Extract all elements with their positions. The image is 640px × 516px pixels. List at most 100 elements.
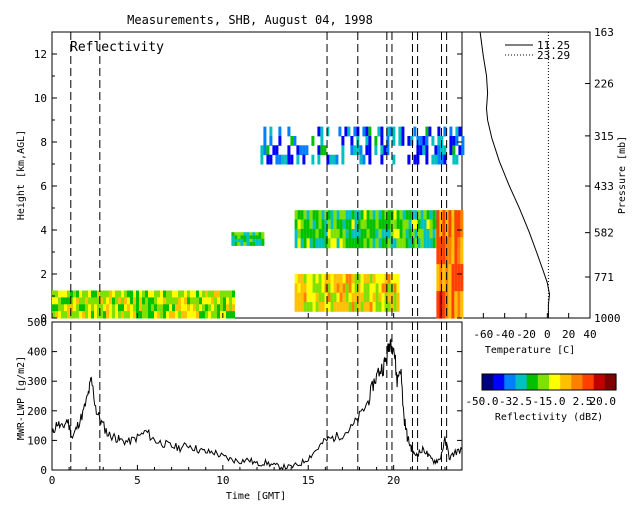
echo-cell <box>76 311 79 319</box>
echo-cell <box>318 210 322 221</box>
echo-cell <box>142 290 145 298</box>
echo-cell <box>375 219 379 230</box>
echo-cell <box>91 290 94 298</box>
echo-cell <box>366 228 370 239</box>
colorbar-swatch <box>499 374 503 390</box>
echo-cell <box>380 154 384 165</box>
echo-cell <box>312 219 316 230</box>
echo-cell <box>287 126 291 137</box>
echo-cell <box>306 274 310 284</box>
echo-cell <box>166 290 169 298</box>
echo-cell <box>363 210 367 221</box>
echo-cell <box>342 228 346 239</box>
echo-cell <box>369 228 373 239</box>
figure-title: Measurements, SHB, August 04, 1998 <box>127 13 373 27</box>
temperature-tick-label: -20 <box>516 328 536 341</box>
echo-cell <box>178 297 181 305</box>
echo-cell <box>339 219 343 230</box>
echo-cell <box>223 297 226 305</box>
echo-cell <box>342 283 346 294</box>
colorbar-swatch <box>566 374 570 390</box>
echo-cell <box>266 145 270 156</box>
colorbar-swatch <box>497 374 501 390</box>
echo-cell <box>336 283 340 294</box>
echo-cell <box>402 238 406 249</box>
echo-cell <box>109 304 112 312</box>
echo-cell <box>145 311 148 319</box>
echo-cell <box>315 292 319 303</box>
colorbar-swatch <box>546 374 550 390</box>
echo-cell <box>202 297 205 305</box>
colorbar-swatch <box>495 374 499 390</box>
colorbar-swatch <box>540 374 543 390</box>
echo-cell <box>408 210 412 221</box>
echo-cell <box>359 154 363 165</box>
echo-cell <box>300 228 304 239</box>
echo-cell <box>402 210 406 221</box>
echo-cell <box>148 311 151 319</box>
echo-cell <box>208 290 211 298</box>
echo-cell <box>312 228 316 239</box>
echo-cell <box>287 154 291 165</box>
echo-cell <box>258 235 262 240</box>
echo-cell <box>345 219 349 230</box>
echo-cell <box>309 238 313 249</box>
echo-cell <box>190 311 193 319</box>
echo-cell <box>205 304 208 312</box>
echo-cell <box>327 292 331 303</box>
echo-cell <box>306 210 310 221</box>
echo-cell <box>58 290 61 298</box>
echo-cell <box>178 290 181 298</box>
colorbar-swatch <box>591 374 595 390</box>
echo-cell <box>448 237 452 265</box>
echo-cell <box>449 145 453 156</box>
echo-cell <box>354 274 358 284</box>
echo-cell <box>345 274 349 284</box>
echo-cell <box>416 145 420 156</box>
echo-cell <box>330 210 334 221</box>
colorbar-swatch <box>493 374 496 390</box>
echo-cell <box>64 290 67 298</box>
echo-cell <box>393 238 397 249</box>
echo-cell <box>407 136 411 146</box>
time-tick-label: 20 <box>387 474 400 487</box>
echo-cell <box>451 291 455 319</box>
echo-cell <box>94 297 97 305</box>
echo-cell <box>296 154 300 165</box>
echo-cell <box>354 302 358 312</box>
echo-cell <box>85 304 88 312</box>
echo-cell <box>226 311 229 319</box>
echo-cell <box>336 274 340 284</box>
echo-cell <box>360 292 364 303</box>
temperature-tick-label: 0 <box>544 328 551 341</box>
echo-cell <box>169 304 172 312</box>
colorbar-tick-label: 20.0 <box>590 395 617 408</box>
echo-cell <box>360 302 364 312</box>
echo-cell <box>381 228 385 239</box>
echo-cell <box>372 283 376 294</box>
echo-cell <box>387 302 391 312</box>
echo-cell <box>336 210 340 221</box>
echo-cell <box>303 228 307 239</box>
echo-cell <box>300 210 304 221</box>
echo-cell <box>303 283 307 294</box>
echo-cell <box>211 304 214 312</box>
echo-cell <box>384 283 388 294</box>
echo-cell <box>260 154 264 165</box>
echo-cell <box>359 145 363 156</box>
echo-cell <box>231 232 235 236</box>
echo-cell <box>303 210 307 221</box>
echo-cell <box>398 136 402 146</box>
echo-cell <box>106 311 109 319</box>
echo-cell <box>181 311 184 319</box>
colorbar-swatch <box>488 374 492 390</box>
height-axis-label: Height [km,AGL] <box>16 130 27 220</box>
echo-cell <box>402 228 406 239</box>
colorbar-swatch <box>502 374 505 390</box>
echo-cell <box>76 290 79 298</box>
echo-cell <box>351 219 355 230</box>
echo-cell <box>354 228 358 239</box>
echo-cell <box>357 219 361 230</box>
echo-cell <box>226 304 229 312</box>
